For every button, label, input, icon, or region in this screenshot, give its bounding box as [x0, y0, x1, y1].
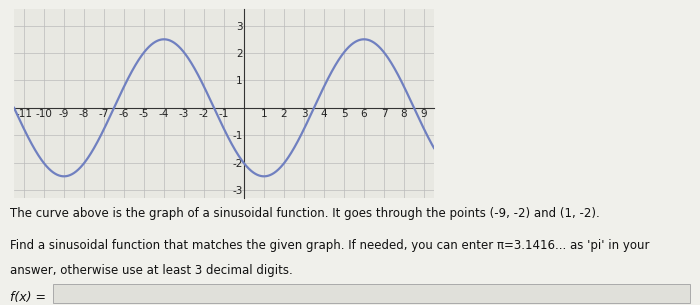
- Text: answer, otherwise use at least 3 decimal digits.: answer, otherwise use at least 3 decimal…: [10, 264, 293, 278]
- Text: Find a sinusoidal function that matches the given graph. If needed, you can ente: Find a sinusoidal function that matches …: [10, 239, 650, 252]
- FancyBboxPatch shape: [52, 284, 690, 303]
- Text: f(x) =: f(x) =: [10, 291, 46, 304]
- Text: The curve above is the graph of a sinusoidal function. It goes through the point: The curve above is the graph of a sinuso…: [10, 207, 601, 220]
